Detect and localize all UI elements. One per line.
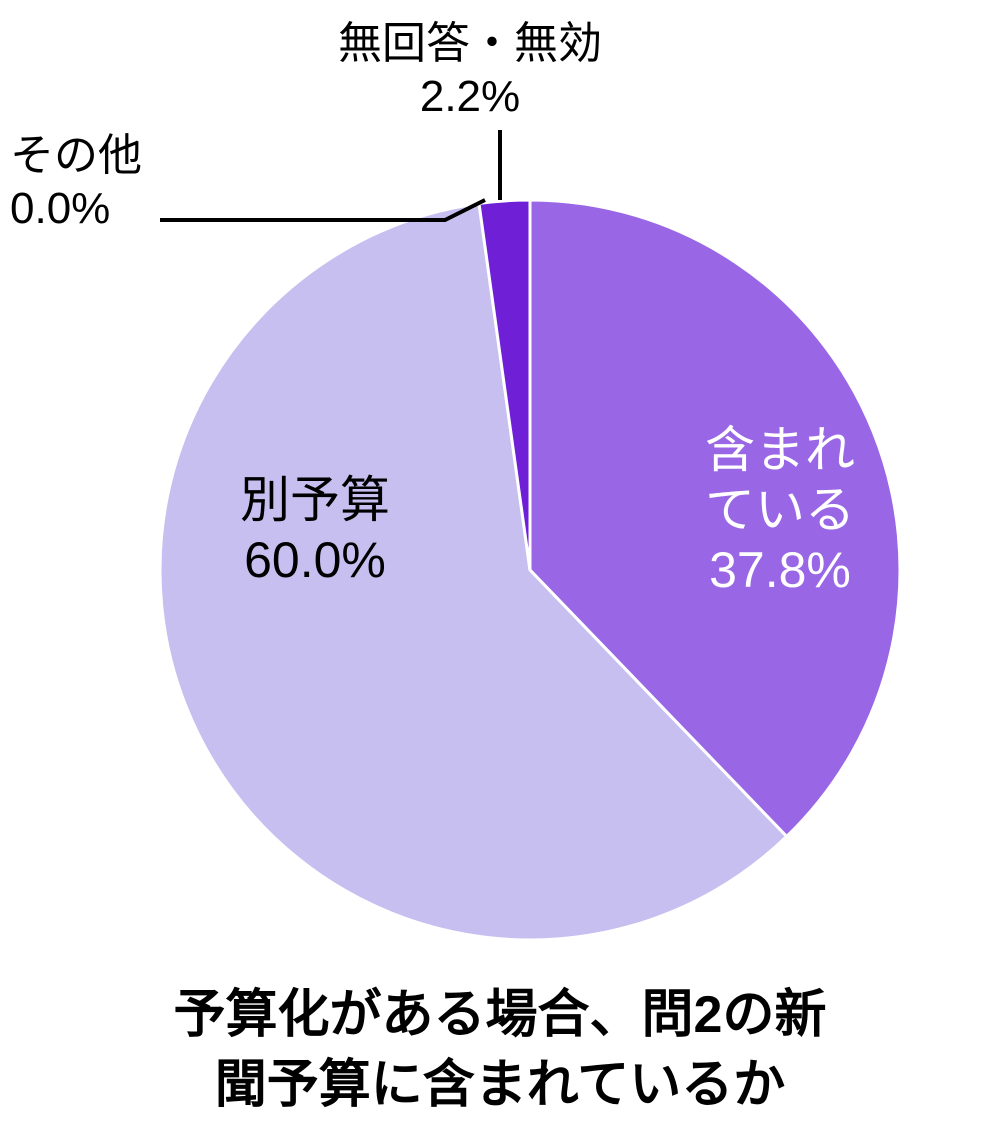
slice-label-included-value: 37.8%	[660, 540, 900, 600]
callout-noresp: 無回答・無効 2.2%	[260, 18, 680, 124]
slice-label-separate-value: 60.0%	[175, 530, 455, 590]
callout-other-value: 0.0%	[10, 183, 270, 236]
callout-other: その他 0.0%	[10, 130, 270, 236]
callout-other-text: その他	[10, 130, 270, 183]
slice-label-separate: 別予算 60.0%	[175, 470, 455, 590]
callout-noresp-value: 2.2%	[260, 71, 680, 124]
chart-caption: 予算化がある場合、問2の新 聞予算に含まれているか	[0, 980, 1000, 1120]
chart-caption-line1: 予算化がある場合、問2の新	[174, 986, 827, 1044]
slice-label-separate-text: 別予算	[175, 470, 455, 530]
callout-noresp-text: 無回答・無効	[260, 18, 680, 71]
chart-caption-line2: 聞予算に含まれているか	[215, 1056, 785, 1114]
pie-chart-container: 含まれている 37.8% 別予算 60.0% その他 0.0% 無回答・無効 2…	[0, 0, 1000, 1142]
slice-label-included: 含まれている 37.8%	[660, 420, 900, 600]
slice-label-included-text: 含まれている	[660, 420, 900, 540]
